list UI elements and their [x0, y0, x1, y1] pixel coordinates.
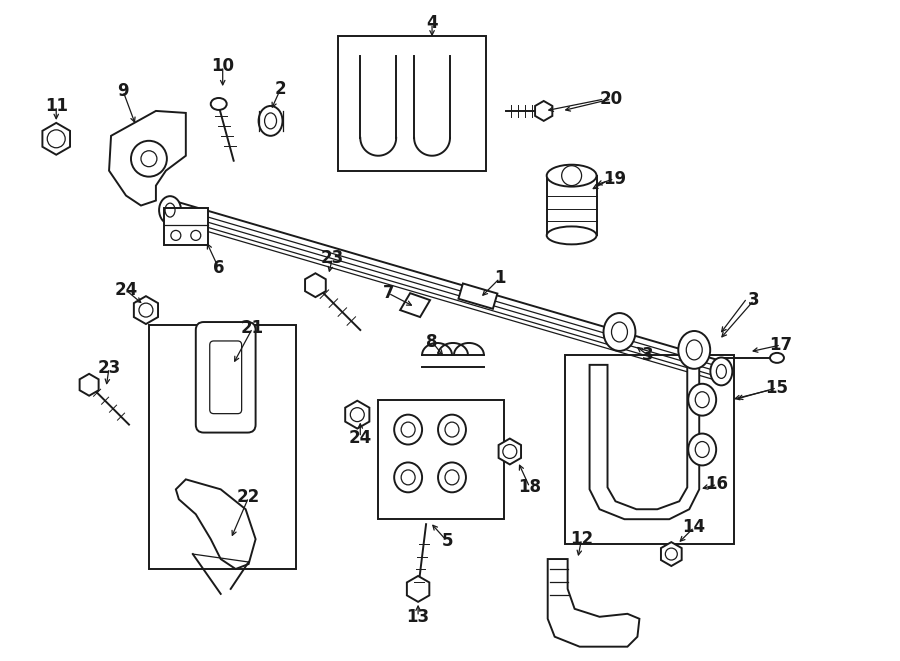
Ellipse shape [679, 331, 710, 369]
Ellipse shape [546, 227, 597, 245]
Text: 16: 16 [706, 475, 729, 493]
Ellipse shape [604, 313, 635, 351]
Text: 1: 1 [494, 269, 506, 288]
Text: 15: 15 [766, 379, 788, 397]
Ellipse shape [438, 414, 466, 444]
Text: 12: 12 [570, 530, 593, 548]
Ellipse shape [258, 106, 283, 136]
Bar [564, 355, 734, 544]
Text: 9: 9 [117, 82, 129, 100]
Polygon shape [42, 123, 70, 155]
Ellipse shape [688, 384, 716, 416]
Ellipse shape [159, 196, 181, 224]
Text: 24: 24 [348, 428, 372, 447]
FancyBboxPatch shape [196, 322, 256, 432]
Polygon shape [79, 374, 99, 396]
Text: 5: 5 [441, 532, 453, 550]
Polygon shape [407, 576, 429, 602]
Ellipse shape [770, 353, 784, 363]
Text: 19: 19 [603, 170, 626, 188]
Bar [148, 325, 296, 569]
Text: 2: 2 [274, 80, 286, 98]
Polygon shape [458, 284, 498, 309]
FancyBboxPatch shape [210, 341, 241, 414]
Polygon shape [400, 293, 430, 317]
Bar [546, 176, 597, 235]
Text: 24: 24 [114, 281, 138, 299]
Bar [378, 400, 504, 519]
Text: 23: 23 [97, 359, 121, 377]
Text: 8: 8 [427, 333, 437, 351]
Text: 10: 10 [212, 57, 234, 75]
Ellipse shape [546, 165, 597, 186]
Polygon shape [134, 296, 158, 324]
Text: 4: 4 [427, 15, 438, 32]
Ellipse shape [438, 463, 466, 492]
Polygon shape [346, 401, 369, 428]
Polygon shape [176, 479, 256, 569]
Bar [338, 36, 486, 171]
Ellipse shape [394, 414, 422, 444]
Bar [164, 208, 208, 245]
Polygon shape [536, 101, 553, 121]
Text: 23: 23 [320, 249, 344, 267]
Text: 14: 14 [683, 518, 706, 536]
Polygon shape [305, 273, 326, 297]
Text: 11: 11 [45, 97, 68, 115]
Text: 6: 6 [213, 259, 224, 277]
Polygon shape [661, 542, 681, 566]
Polygon shape [499, 438, 521, 465]
Ellipse shape [211, 98, 227, 110]
Polygon shape [109, 111, 185, 206]
Ellipse shape [394, 463, 422, 492]
Text: 18: 18 [518, 479, 541, 496]
Text: 20: 20 [600, 90, 623, 108]
Polygon shape [590, 365, 699, 519]
Ellipse shape [688, 434, 716, 465]
Polygon shape [548, 559, 639, 646]
Text: 21: 21 [241, 319, 265, 337]
Text: 3: 3 [748, 291, 760, 309]
Text: 3: 3 [642, 346, 653, 364]
Ellipse shape [710, 358, 733, 385]
Text: 13: 13 [407, 608, 429, 626]
Text: 17: 17 [770, 336, 793, 354]
Text: 22: 22 [237, 488, 260, 506]
Text: 7: 7 [382, 284, 394, 302]
